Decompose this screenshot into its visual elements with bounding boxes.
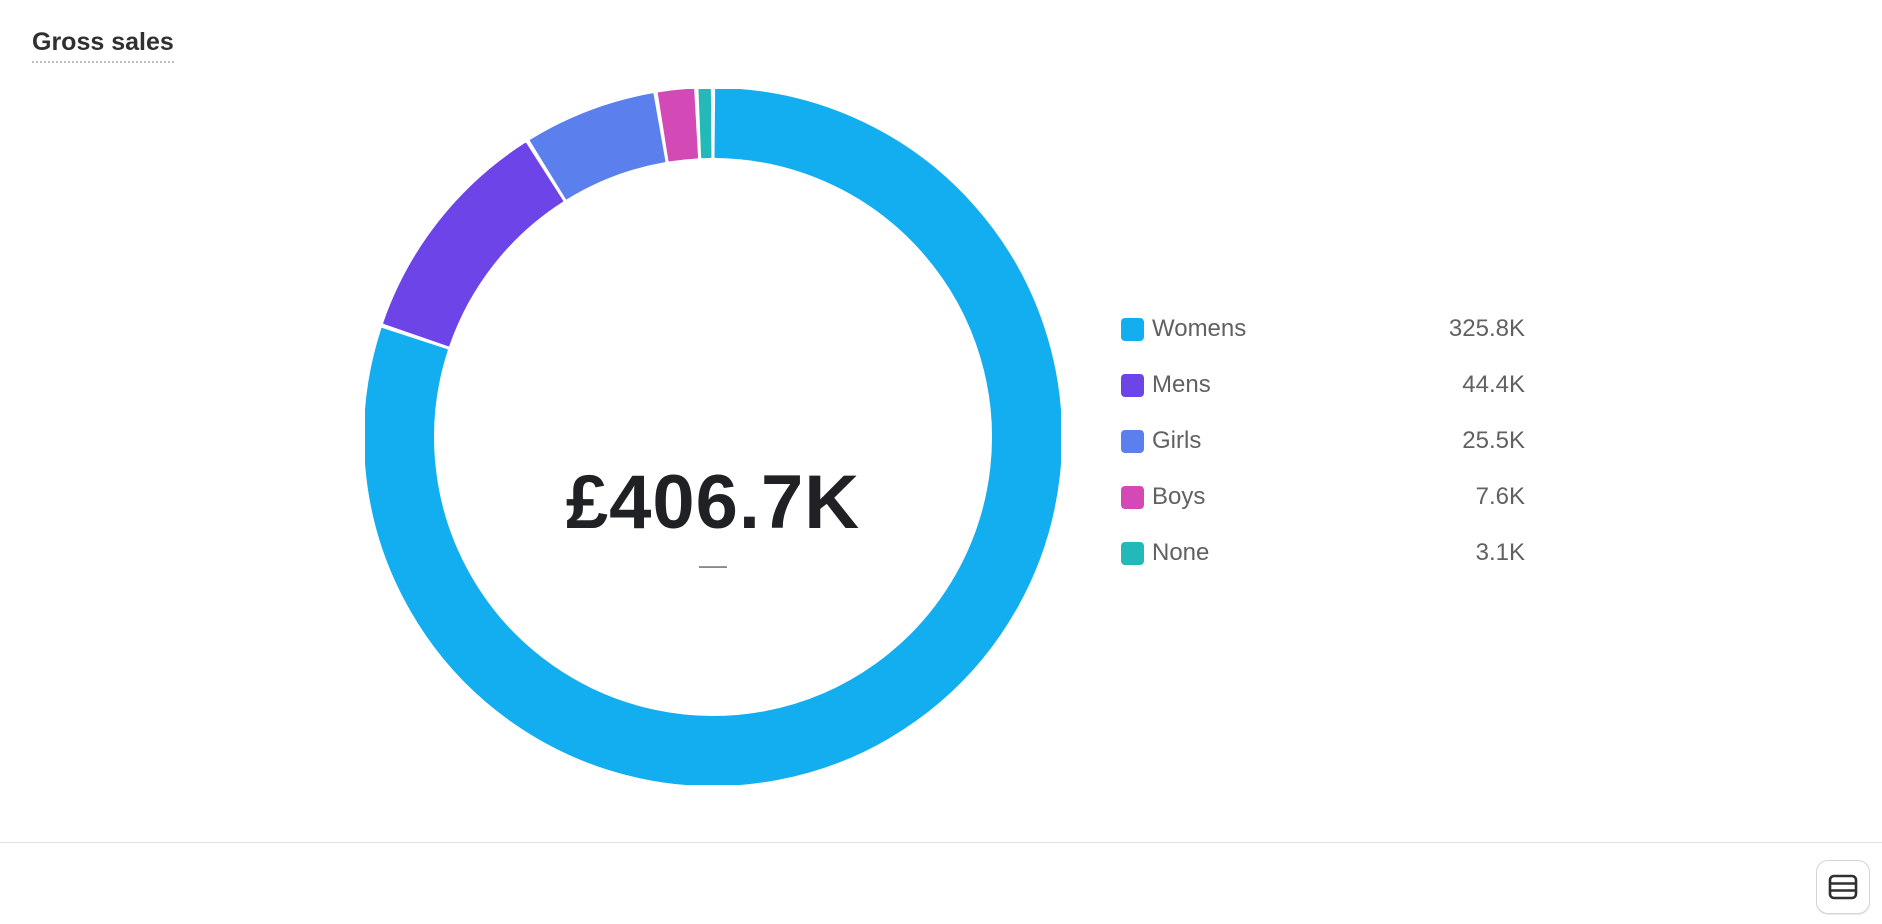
legend-item-mens[interactable]: Mens 44.4K	[1121, 357, 1525, 413]
legend-swatch	[1121, 485, 1144, 509]
legend-item-womens[interactable]: Womens 325.8K	[1121, 301, 1525, 357]
comparison-indicator: —	[699, 549, 727, 580]
donut-slice-none[interactable]	[698, 89, 712, 159]
legend-item-none[interactable]: None 3.1K	[1121, 525, 1525, 581]
table-icon	[1828, 874, 1858, 900]
card-title[interactable]: Gross sales	[32, 28, 174, 63]
legend-swatch	[1121, 317, 1144, 341]
legend-item-boys[interactable]: Boys 7.6K	[1121, 469, 1525, 525]
legend-label: None	[1152, 539, 1210, 566]
legend-label: Mens	[1152, 371, 1211, 398]
legend-value: 325.8K	[1448, 315, 1525, 342]
donut-chart: £406.7K —	[365, 89, 1061, 785]
legend-value: 44.4K	[1462, 371, 1525, 398]
footer-divider	[0, 842, 1882, 843]
donut-slice-mens[interactable]	[383, 142, 564, 347]
table-view-button[interactable]	[1816, 860, 1870, 914]
legend-swatch	[1121, 429, 1144, 453]
legend-value: 7.6K	[1475, 483, 1525, 510]
donut-slice-womens[interactable]	[365, 89, 1061, 785]
total-value: £406.7K	[565, 460, 861, 545]
donut-slice-boys[interactable]	[657, 89, 699, 162]
legend-value: 3.1K	[1475, 539, 1525, 566]
legend-swatch	[1121, 373, 1144, 397]
legend-label: Boys	[1152, 483, 1206, 510]
legend-swatch	[1121, 541, 1144, 565]
legend-item-girls[interactable]: Girls 25.5K	[1121, 413, 1525, 469]
legend-label: Girls	[1152, 427, 1202, 454]
donut-svg	[365, 89, 1061, 785]
legend-label: Womens	[1152, 315, 1247, 342]
legend: Womens 325.8K Mens 44.4K Girls 25.5K Boys 7.6K N…	[1121, 301, 1525, 581]
donut-slice-girls[interactable]	[529, 93, 666, 200]
legend-value: 25.5K	[1462, 427, 1525, 454]
